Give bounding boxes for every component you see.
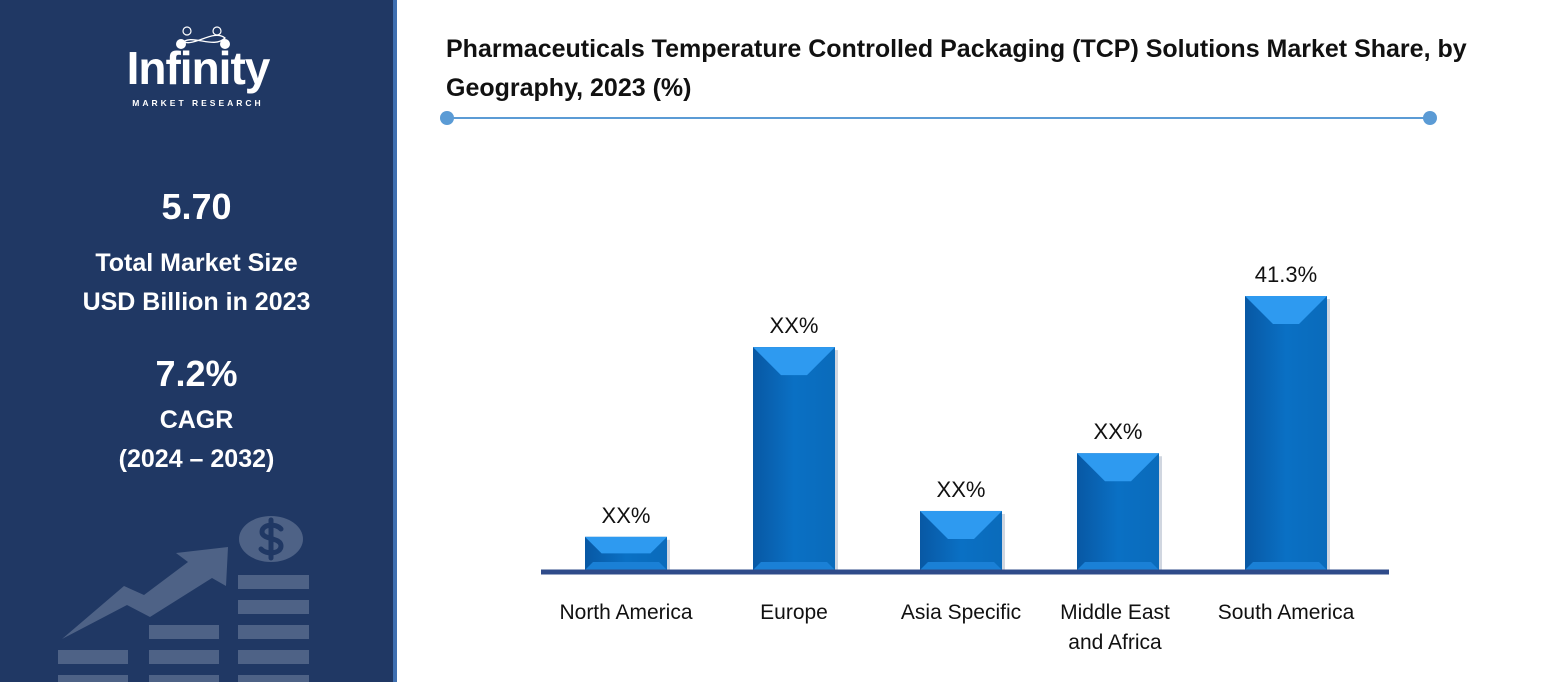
bar-bevel-top — [1245, 296, 1327, 324]
category-label: Europe — [760, 601, 828, 624]
bar-bevel-top — [753, 347, 835, 376]
growth-chart-dollar-icon — [58, 516, 309, 682]
chart-title: Pharmaceuticals Temperature Controlled P… — [446, 35, 1467, 102]
data-label: XX% — [770, 313, 819, 338]
category-label: Asia Specific — [901, 601, 1021, 624]
market-size-unit: USD Billion in 2023 — [82, 288, 311, 316]
bar-bevel-bottom — [1077, 562, 1159, 570]
data-label: XX% — [1094, 419, 1143, 444]
bar — [1245, 296, 1327, 570]
cagr-value: 7.2% — [155, 353, 238, 394]
data-label: XX% — [602, 503, 651, 528]
bar-bevel-top — [1077, 453, 1159, 482]
data-label: 41.3% — [1255, 262, 1317, 287]
sidebar: Infinity MARKET RESEARCH 5.70 Total Mark… — [0, 0, 397, 682]
cagr-period: (2024 – 2032) — [118, 445, 275, 473]
bar-bevel-bottom — [920, 562, 1002, 570]
category-label: and Africa — [1068, 631, 1162, 654]
logo: Infinity MARKET RESEARCH — [76, 26, 320, 112]
bar-bevel-bottom — [585, 562, 667, 570]
bar — [753, 347, 835, 570]
bar-bevel-top — [920, 510, 1002, 539]
bar-bevel-bottom — [1245, 562, 1327, 570]
bar-bevel-bottom — [753, 562, 835, 570]
category-label: South America — [1218, 601, 1355, 624]
market-size-value: 5.70 — [161, 186, 232, 227]
category-label: Middle East — [1060, 601, 1170, 624]
infinity-logo-icon — [176, 26, 230, 49]
category-label: North America — [559, 601, 692, 624]
cagr-label: CAGR — [159, 406, 234, 434]
title-rule-dot-right — [1423, 111, 1437, 125]
data-label: XX% — [937, 477, 986, 502]
market-size-label: Total Market Size — [95, 249, 298, 277]
logo-wordmark: Infinity — [126, 42, 271, 94]
title-rule-dot-left — [440, 111, 454, 125]
logo-tagline: MARKET RESEARCH — [132, 98, 264, 108]
bar-bevel-top — [585, 536, 667, 554]
